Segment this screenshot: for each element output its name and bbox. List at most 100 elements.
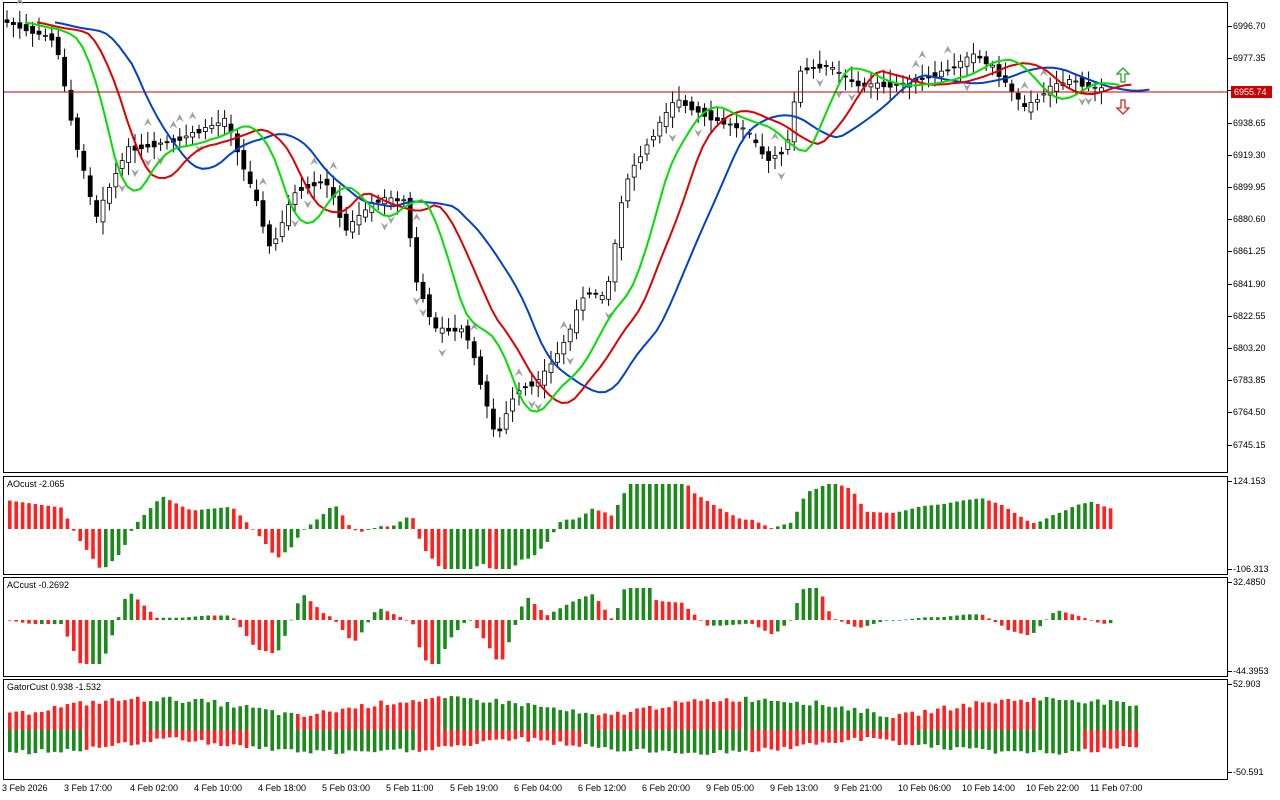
gator-lower-bar — [411, 730, 415, 751]
gator-lower-bar — [321, 730, 326, 751]
ao-histogram-bar — [219, 507, 223, 529]
fractal-down-icon — [412, 296, 421, 305]
ac-histogram-bar — [526, 597, 530, 620]
ao-histogram-bar — [340, 515, 345, 529]
ac-axis-bottom: -44.3953 — [1228, 666, 1269, 676]
ao-axis: 124.153 -106.313 — [1228, 476, 1280, 575]
gator-lower-bar — [936, 730, 940, 746]
ac-histogram-bar — [110, 620, 114, 636]
ac-histogram-bar — [673, 602, 678, 620]
time-axis-label: 3 Feb 2026 — [2, 783, 48, 793]
candle-body — [638, 156, 643, 164]
candle-body — [356, 215, 362, 226]
gator-lower-bar — [609, 730, 614, 750]
ac-histogram-bar — [654, 600, 658, 620]
ao-histogram-bar — [404, 517, 409, 529]
ac-histogram-bar — [750, 620, 754, 624]
ac-histogram-bar — [993, 620, 998, 623]
ac-histogram-bar — [206, 615, 210, 620]
time-axis-label: 5 Feb 11:00 — [386, 783, 434, 793]
ac-histogram-bar — [27, 620, 31, 624]
gator-upper-bar — [289, 712, 294, 730]
gator-upper-bar — [353, 708, 358, 730]
ac-indicator-panel[interactable]: ACcust -0.2692 — [3, 577, 1228, 677]
ac-histogram-bar — [334, 620, 338, 622]
fractal-down-icon — [847, 93, 856, 102]
gator-lower-bar — [212, 730, 217, 744]
candle-body — [715, 117, 720, 121]
gator-upper-bar — [328, 711, 332, 730]
candle-body — [36, 30, 42, 35]
ac-histogram-bar — [699, 620, 703, 621]
gator-lower-bar — [532, 730, 537, 738]
ao-histogram-bar — [776, 526, 780, 529]
ac-histogram-bar — [65, 620, 70, 637]
gator-upper-bar — [392, 704, 396, 730]
ac-histogram-bar — [1012, 620, 1017, 632]
gator-lower-bar — [1121, 730, 1126, 747]
gator-lower-bar — [52, 730, 57, 752]
candle-body — [1009, 83, 1015, 92]
ao-histogram-bar — [641, 484, 646, 529]
ac-histogram-bar — [705, 620, 710, 626]
gator-lower-bar — [251, 730, 255, 747]
gator-lower-bar — [200, 730, 204, 740]
gator-lower-bar — [270, 730, 274, 751]
gator-upper-bar — [571, 709, 575, 730]
gator-upper-bar — [1064, 700, 1068, 730]
gator-upper-bar — [590, 714, 594, 730]
gator-lower-bar — [84, 730, 89, 750]
ac-histogram-bar — [1038, 620, 1042, 627]
fractal-up-icon — [412, 212, 421, 221]
fractal-down-icon — [668, 133, 677, 142]
ao-histogram-bar — [257, 529, 262, 537]
ac-histogram-bar — [155, 617, 159, 620]
ac-histogram-bar — [942, 616, 946, 620]
ao-histogram-bar — [1038, 521, 1042, 529]
candle-body — [823, 65, 829, 67]
ao-histogram-bar — [72, 529, 76, 531]
ao-histogram-bar — [238, 515, 242, 529]
ao-histogram-bar — [552, 529, 556, 533]
ac-histogram-bar — [372, 612, 377, 620]
gator-upper-bar — [84, 705, 89, 730]
ac-histogram-bar — [1089, 620, 1094, 621]
gator-lower-bar — [168, 730, 172, 738]
gator-lower-bar — [1038, 730, 1042, 751]
price-chart-panel[interactable] — [3, 2, 1228, 473]
ao-histogram-bar — [296, 529, 300, 538]
gator-upper-bar — [264, 709, 268, 730]
candle-body — [318, 181, 324, 184]
candle-body — [107, 187, 112, 204]
ac-histogram-bar — [635, 588, 639, 620]
ac-histogram-bar — [116, 617, 121, 620]
candle-body — [241, 150, 247, 170]
gator-upper-bar — [8, 712, 12, 730]
ao-histogram-bar — [462, 529, 466, 569]
gator-lower-bar — [161, 730, 166, 739]
gator-lower-bar — [808, 730, 812, 743]
gator-lower-bar — [1089, 730, 1094, 753]
candle-body — [964, 56, 970, 67]
gator-upper-bar — [750, 701, 754, 730]
gator-lower-bar — [1025, 730, 1030, 754]
gator-lower-bar — [244, 730, 249, 749]
gator-lower-bar — [980, 730, 985, 749]
ao-histogram-bar — [315, 519, 319, 529]
ac-histogram-bar — [564, 604, 569, 620]
ac-histogram-bar — [1096, 620, 1100, 623]
gator-lower-bar — [769, 730, 774, 750]
ao-histogram-bar — [968, 499, 972, 529]
candle-body — [836, 71, 842, 74]
ac-histogram-bar — [40, 620, 44, 625]
gator-upper-bar — [948, 710, 953, 730]
gator-upper-bar — [769, 700, 774, 730]
ao-histogram-bar — [712, 504, 716, 529]
ao-histogram-bar — [769, 528, 774, 529]
candle-body — [292, 192, 298, 205]
ao-histogram-bar — [481, 529, 486, 564]
gator-upper-bar — [494, 698, 498, 730]
candle-body — [727, 123, 733, 126]
ao-histogram-bar — [20, 502, 25, 529]
gator-upper-bar — [462, 698, 466, 730]
